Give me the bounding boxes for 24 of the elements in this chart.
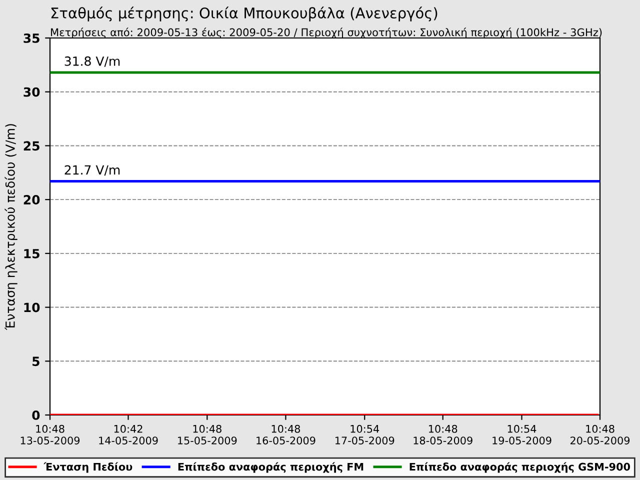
legend-label: Ένταση Πεδίου [44,462,132,473]
annotation: 21.7 V/m [64,165,120,176]
chart-subtitle: Μετρήσεις από: 2009-05-13 έως: 2009-05-20 / Περιοχή συχνοτήτων: Συνολική περιοχή (100kHz - 3GHz) [51,28,602,38]
x-tick-label: 10:48 18-05-2009 [414,424,472,444]
y-tick-label: 15 [24,249,40,258]
x-tick-label: 10:54 17-05-2009 [335,424,394,444]
y-tick-label: 30 [24,87,40,97]
annotation: 31.8 V/m [64,56,120,67]
y-tick-label: 20 [24,195,40,204]
x-tick-label: 10:54 19-05-2009 [492,424,552,444]
y-tick-label: 10 [24,302,40,312]
x-tick-label: 10:48 20-05-2009 [570,424,630,444]
y-tick-label: 0 [32,410,40,420]
y-tick-label: 25 [24,141,40,151]
x-tick-label: 10:48 16-05-2009 [256,424,316,444]
chart-title: Σταθμός μέτρησης: Οικία Μπουκουβάλα (Ανενεργός) [51,6,438,22]
y-tick-label: 35 [24,33,40,43]
x-tick-label: 10:48 15-05-2009 [178,424,237,444]
x-tick-label: 10:48 13-05-2009 [20,424,80,444]
legend-label: Επίπεδο αναφοράς περιοχής FM [178,462,364,473]
y-tick-label: 5 [32,356,40,366]
legend-label: Επίπεδο αναφοράς περιοχής GSM-900 [410,462,630,473]
y-axis-title: Ένταση ηλεκτρικού πεδίου (V/m) [4,124,18,330]
x-tick-label: 10:42 14-05-2009 [99,424,158,444]
